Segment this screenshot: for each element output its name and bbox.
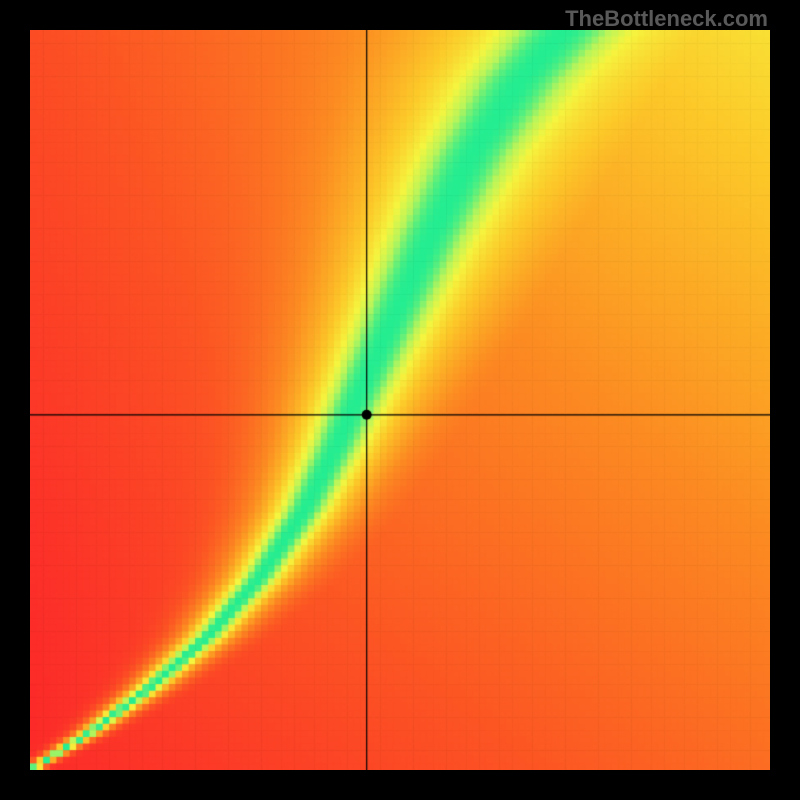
heatmap-chart — [30, 30, 770, 770]
heatmap-canvas — [30, 30, 770, 770]
watermark-text: TheBottleneck.com — [565, 6, 768, 32]
